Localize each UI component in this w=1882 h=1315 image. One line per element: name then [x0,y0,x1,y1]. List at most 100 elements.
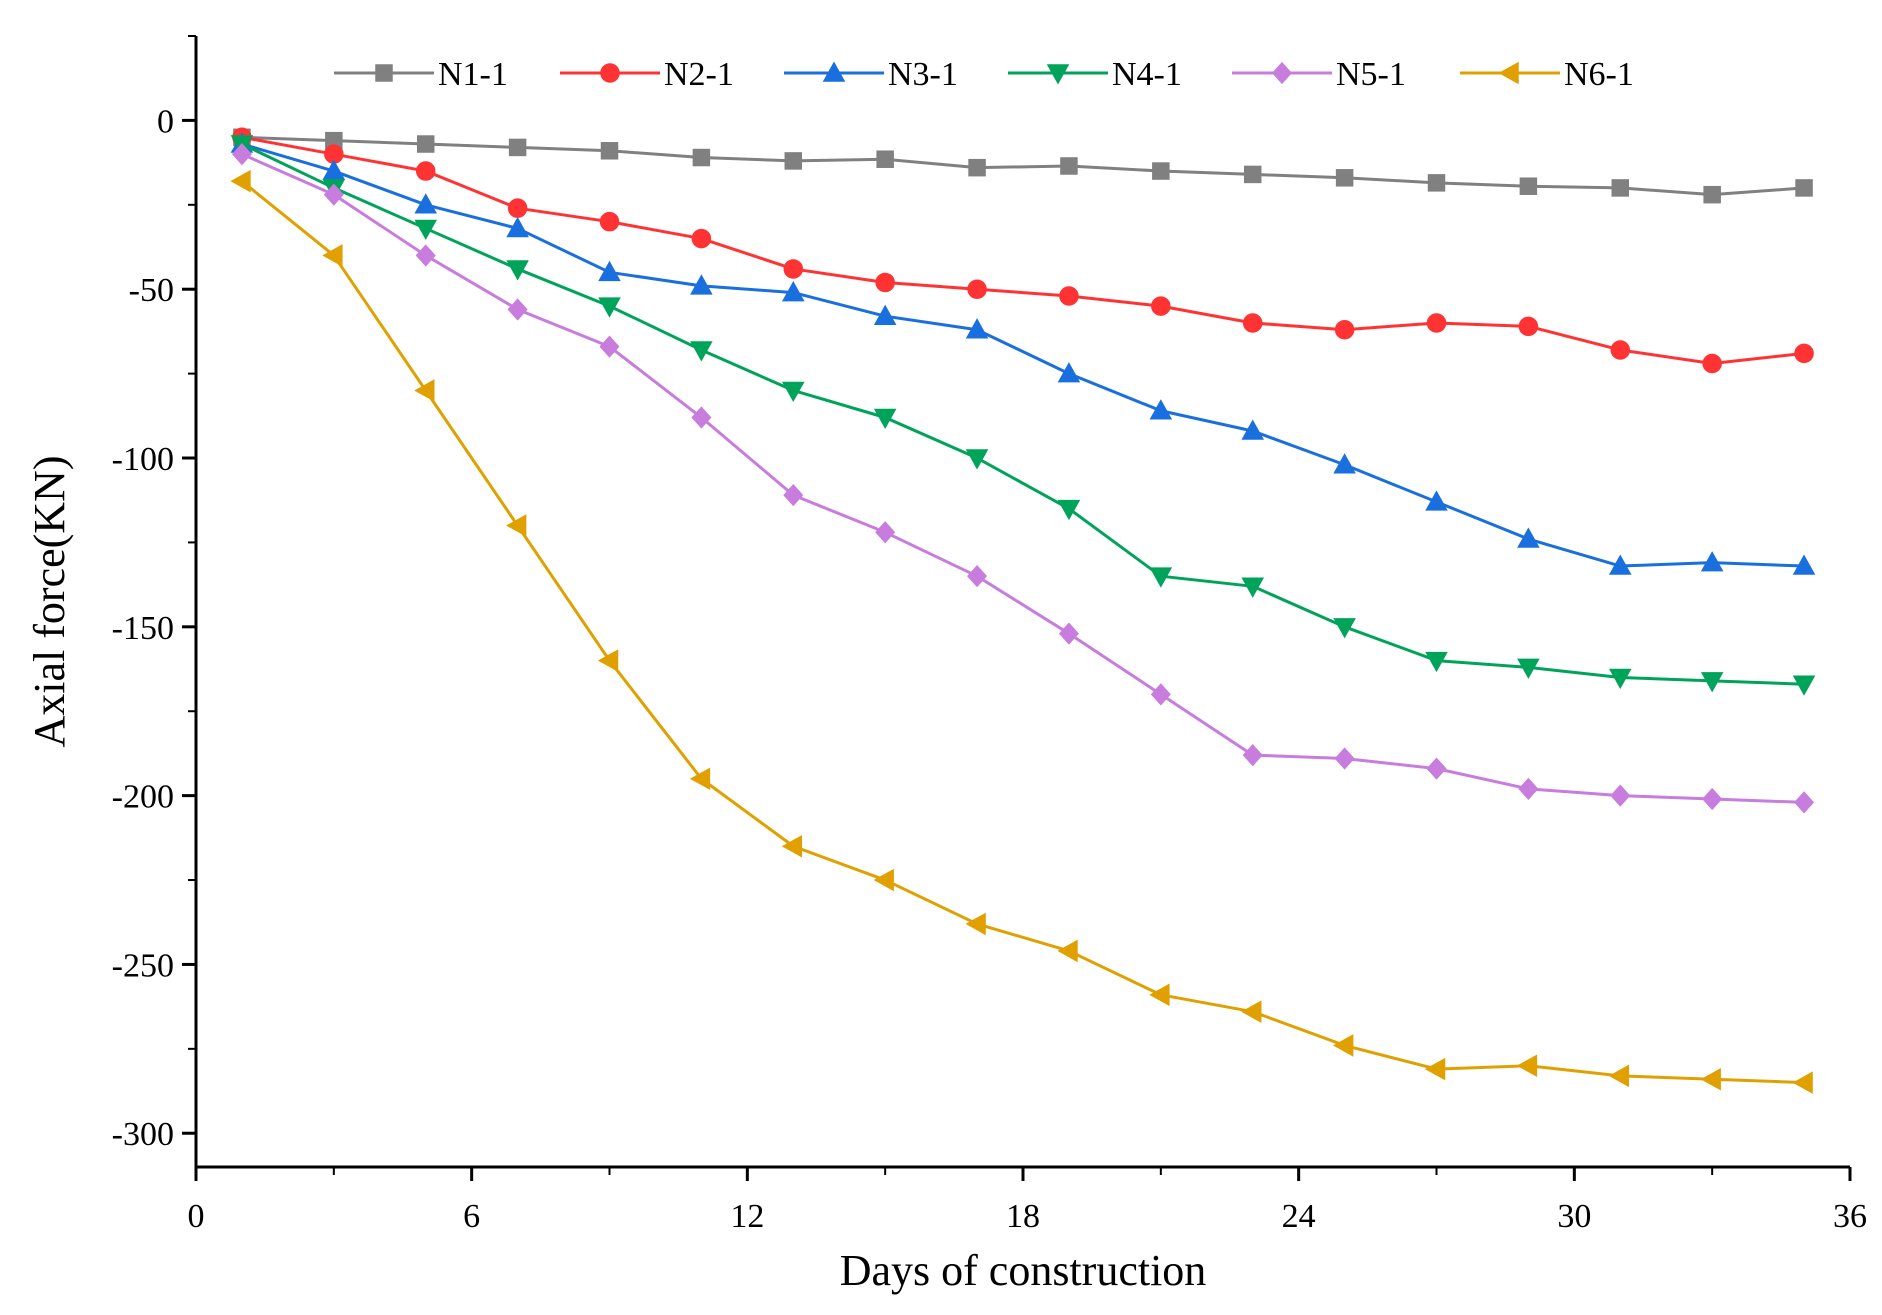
data-point-marker [967,279,987,299]
series-line [241,152,1805,804]
data-point-marker [1060,157,1078,175]
data-point-marker [1335,169,1354,187]
data-point-marker [822,61,846,82]
plot-area [230,127,1816,1094]
data-point-marker [1152,162,1170,180]
data-point-marker [1700,672,1724,693]
y-axis-title: Axial force(KN) [25,456,74,748]
data-point-marker [1498,61,1519,85]
data-point-marker [1046,64,1070,85]
data-point-marker [322,244,343,267]
data-point-marker [1058,622,1079,645]
x-tick-label: 36 [1833,1198,1867,1235]
data-point-marker [600,142,619,160]
series-line [241,180,1805,1085]
data-point-marker [1059,286,1079,306]
data-point-marker [323,183,344,206]
data-point-marker [1516,1054,1538,1077]
data-point-marker [967,565,988,588]
data-point-marker [1333,1034,1354,1057]
x-tick-label: 6 [463,1198,480,1235]
data-point-marker [1609,668,1632,690]
legend-item-n1-1: N1-1 [334,56,508,93]
data-point-marker [1151,296,1171,316]
data-point-marker [692,148,711,167]
legend-label: N6-1 [1564,56,1634,93]
data-point-marker [600,63,620,83]
data-point-marker [597,649,619,672]
data-point-marker [1519,177,1538,195]
data-point-marker [1149,399,1173,420]
series-line [241,142,1805,686]
data-point-marker [1794,791,1815,814]
series-n1-1 [233,128,1813,204]
data-point-marker [691,228,712,249]
data-point-marker [690,274,713,295]
series-line [241,135,1805,365]
data-point-marker [783,484,804,507]
data-point-marker [1426,313,1447,333]
data-point-marker [1426,757,1447,780]
legend: N1-1 N2-1 N3-1 N4-1 N5-1 N6-1 [334,56,1634,93]
data-point-marker [322,159,346,180]
data-point-marker [782,281,805,302]
data-point-marker [1427,174,1446,192]
series-line [241,135,1805,197]
series-line [241,142,1805,568]
series-n3-1 [230,132,1816,575]
data-point-marker [876,150,894,168]
legend-item-n4-1: N4-1 [1008,56,1182,93]
series-n5-1 [231,143,1815,814]
data-point-marker [965,318,989,339]
data-point-marker [1333,453,1356,474]
data-point-marker [1702,353,1722,374]
data-point-marker [965,912,986,936]
data-point-marker [230,169,251,193]
series-n2-1 [232,127,1814,374]
x-axis-title: Days of construction [840,1246,1207,1295]
y-tick-label: -50 [129,272,174,309]
data-point-marker [1792,675,1816,696]
data-point-marker [231,143,252,166]
y-tick-label: 0 [157,103,174,140]
data-point-marker [598,297,621,318]
data-point-marker [415,161,436,181]
data-point-marker [1149,983,1170,1007]
data-point-marker [1517,527,1540,548]
data-point-marker [1702,787,1723,811]
data-point-marker [1334,747,1355,770]
data-point-marker [782,381,805,403]
data-point-marker [689,767,711,791]
data-point-marker [598,260,621,282]
data-point-marker [1517,658,1540,679]
legend-label: N2-1 [664,56,734,93]
data-point-marker [781,834,803,858]
data-point-marker [1518,316,1539,337]
data-point-marker [415,244,436,267]
data-point-marker [1334,319,1355,340]
data-point-marker [416,135,435,153]
legend-label: N5-1 [1336,56,1406,93]
data-point-marker [1333,618,1356,639]
data-point-marker [507,298,528,321]
legend-item-n5-1: N5-1 [1232,56,1406,93]
y-tick-label: -250 [112,947,174,984]
data-point-marker [1700,1067,1721,1091]
data-point-marker [1700,551,1724,572]
data-point-marker [1518,777,1539,800]
legend-label: N1-1 [438,56,508,93]
data-point-marker [965,449,989,470]
data-point-marker [414,193,437,214]
data-point-marker [1057,939,1078,963]
data-point-marker [784,152,803,170]
data-point-marker [1424,1057,1446,1081]
data-point-marker [1241,419,1264,440]
y-tick-label: -300 [112,1116,174,1153]
data-point-marker [1243,165,1262,184]
data-point-marker [873,408,897,430]
data-point-marker [1242,313,1263,333]
data-point-marker [599,211,620,232]
data-point-marker [691,406,712,429]
data-point-marker [1795,179,1813,197]
legend-item-n2-1: N2-1 [560,56,734,93]
